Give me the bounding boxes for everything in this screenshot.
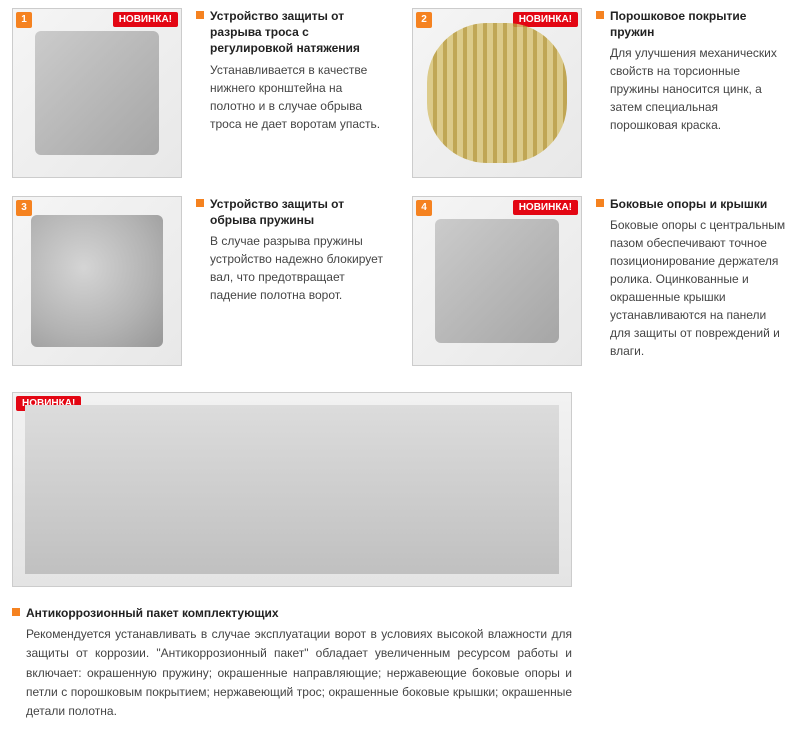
feature-description: В случае разрыва пружины устройство наде… (210, 232, 388, 304)
spring-icon (427, 23, 567, 163)
features-grid: 1 НОВИНКА! Устройство защиты от разрыва … (12, 8, 788, 366)
bullet-icon (596, 11, 604, 19)
feature-description: Для улучшения механических свойств на то… (610, 44, 788, 134)
feature-text: Устройство защиты от разрыва троса с рег… (196, 8, 388, 178)
full-feature-text: Антикоррозионный пакет комплектующих Рек… (12, 605, 572, 721)
feature-title: Устройство защиты от обрыва пружины (210, 196, 388, 228)
feature-item: 3 Устройство защиты от обрыва пружины В … (12, 196, 388, 366)
feature-description: Устанавливается в качестве нижнего кронш… (210, 61, 388, 133)
mechanical-part-icon (31, 215, 163, 347)
number-badge: 3 (16, 200, 32, 216)
feature-item: 4 НОВИНКА! Боковые опоры и крышки Боковы… (412, 196, 788, 366)
feature-item: 1 НОВИНКА! Устройство защиты от разрыва … (12, 8, 388, 178)
bullet-icon (196, 199, 204, 207)
number-badge: 1 (16, 12, 32, 28)
full-feature-title: Антикоррозионный пакет комплектующих (26, 605, 279, 621)
number-badge: 2 (416, 12, 432, 28)
bracket-part-icon (435, 219, 559, 343)
feature-image-2: 2 НОВИНКА! (412, 8, 582, 178)
feature-title: Боковые опоры и крышки (610, 196, 767, 212)
feature-image-3: 3 (12, 196, 182, 366)
full-feature-image: НОВИНКА! (12, 392, 572, 587)
feature-image-1: 1 НОВИНКА! (12, 8, 182, 178)
number-badge: 4 (416, 200, 432, 216)
feature-item: 2 НОВИНКА! Порошковое покрытие пружин Дл… (412, 8, 788, 178)
assembly-illustration-icon (25, 405, 559, 574)
mechanical-part-icon (35, 31, 159, 155)
new-badge: НОВИНКА! (113, 12, 178, 27)
feature-title: Устройство защиты от разрыва троса с рег… (210, 8, 388, 57)
full-feature-description: Рекомендуется устанавливать в случае экс… (26, 625, 572, 721)
full-feature-section: НОВИНКА! Антикоррозионный пакет комплект… (12, 392, 788, 721)
feature-text: Боковые опоры и крышки Боковые опоры с ц… (596, 196, 788, 366)
feature-description: Боковые опоры с центральным пазом обеспе… (610, 216, 788, 360)
bullet-icon (12, 608, 20, 616)
new-badge: НОВИНКА! (513, 200, 578, 215)
feature-title: Порошковое покрытие пружин (610, 8, 788, 40)
feature-text: Устройство защиты от обрыва пружины В сл… (196, 196, 388, 366)
bullet-icon (196, 11, 204, 19)
feature-text: Порошковое покрытие пружин Для улучшения… (596, 8, 788, 178)
bullet-icon (596, 199, 604, 207)
feature-image-4: 4 НОВИНКА! (412, 196, 582, 366)
